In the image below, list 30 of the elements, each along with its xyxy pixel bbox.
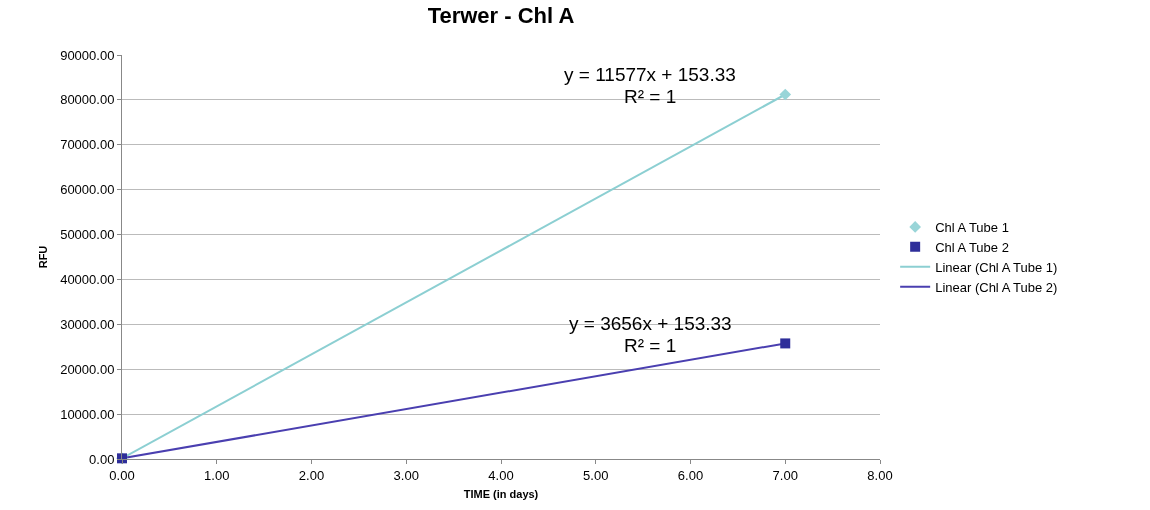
x-tick-label: 8.00 [867, 467, 893, 483]
legend-label: Chl A Tube 1 [935, 220, 1009, 236]
y-tick-label: 40000.00 [60, 271, 115, 287]
y-tick-label: 90000.00 [60, 47, 115, 63]
x-tick-label: 5.00 [583, 467, 609, 483]
chart-title: Terwer - Chl A [427, 3, 575, 29]
y-tick-label: 0.00 [89, 451, 115, 467]
y-tick-label: 50000.00 [60, 227, 115, 243]
annotation: R² = 1 [624, 335, 677, 356]
y-axis-title: RFU [36, 245, 49, 269]
y-tick-label: 60000.00 [60, 182, 115, 198]
annotation: R² = 1 [624, 86, 677, 107]
y-tick-label: 30000.00 [60, 316, 115, 332]
y-tick-label: 10000.00 [60, 406, 115, 422]
x-tick-label: 0.00 [109, 467, 135, 483]
y-tick-label: 80000.00 [60, 92, 115, 108]
x-tick-label: 3.00 [393, 467, 419, 483]
legend-label: Linear (Chl A Tube 1) [935, 259, 1058, 275]
y-tick-label: 70000.00 [60, 137, 115, 153]
annotation: y = 3656x + 153.33 [569, 313, 732, 334]
x-tick-label: 7.00 [772, 467, 798, 483]
x-tick-label: 6.00 [677, 467, 704, 483]
annotation: y = 11577x + 153.33 [564, 64, 736, 85]
legend-label: Linear (Chl A Tube 2) [935, 279, 1058, 295]
legend-label: Chl A Tube 2 [935, 239, 1009, 255]
x-tick-label: 2.00 [298, 467, 325, 483]
x-tick-label: 4.00 [488, 467, 514, 483]
y-tick-label: 20000.00 [60, 361, 115, 377]
x-tick-label: 1.00 [204, 467, 230, 483]
x-axis-title: TIME (in days) [463, 487, 539, 500]
